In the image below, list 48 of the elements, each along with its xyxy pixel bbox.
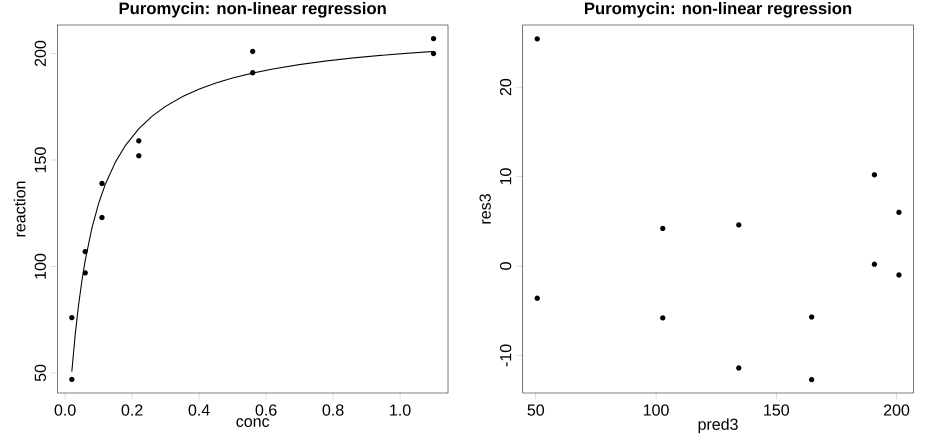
point [250, 70, 256, 76]
y-tick-label: 10 [500, 168, 512, 184]
x-tick-label: 1.0 [390, 404, 411, 416]
chart-title: Puromycin: non-linear regression [120, 2, 386, 18]
point [808, 376, 814, 382]
y-tick-label: 200 [34, 40, 46, 66]
y-tick-label: 0 [500, 262, 512, 270]
point [736, 222, 742, 228]
point [82, 248, 88, 254]
point [534, 36, 540, 42]
point [99, 180, 105, 186]
y-tick-label: -10 [500, 344, 512, 366]
point [534, 296, 540, 301]
x-axis-title: conc [236, 418, 270, 427]
point [430, 50, 436, 56]
point [136, 138, 142, 144]
chart-title: Puromycin: non-linear regression [584, 2, 852, 18]
point [872, 262, 878, 267]
x-tick-label: 0.6 [256, 404, 276, 416]
x-tick-label: 0.0 [54, 404, 76, 416]
y-axis-title: res3 [479, 194, 491, 224]
x-tick-label: 200 [884, 404, 910, 416]
point [660, 315, 666, 321]
y-tick-label: 150 [34, 147, 46, 172]
x-tick-label: 0.8 [322, 404, 344, 416]
y-axis-title: reaction [14, 182, 26, 236]
x-tick-label: 0.2 [122, 404, 142, 416]
point [136, 153, 142, 158]
point [250, 48, 256, 54]
point [430, 36, 436, 42]
x-tick-label: 50 [528, 404, 544, 416]
y-tick-label: 50 [34, 364, 46, 382]
point [808, 314, 814, 320]
point [896, 210, 902, 216]
point [896, 272, 902, 278]
point [69, 376, 74, 382]
point [736, 365, 742, 371]
point [660, 226, 666, 232]
point [82, 270, 88, 276]
x-tick-label: 0.4 [188, 404, 210, 416]
point [99, 214, 105, 220]
y-tick-label: 100 [34, 254, 46, 279]
x-tick-label: 100 [644, 404, 669, 416]
x-axis-title: pred3 [698, 418, 738, 434]
x-tick-label: 150 [764, 404, 790, 416]
point [872, 172, 878, 178]
point [69, 314, 74, 320]
y-tick-label: 20 [500, 78, 512, 96]
